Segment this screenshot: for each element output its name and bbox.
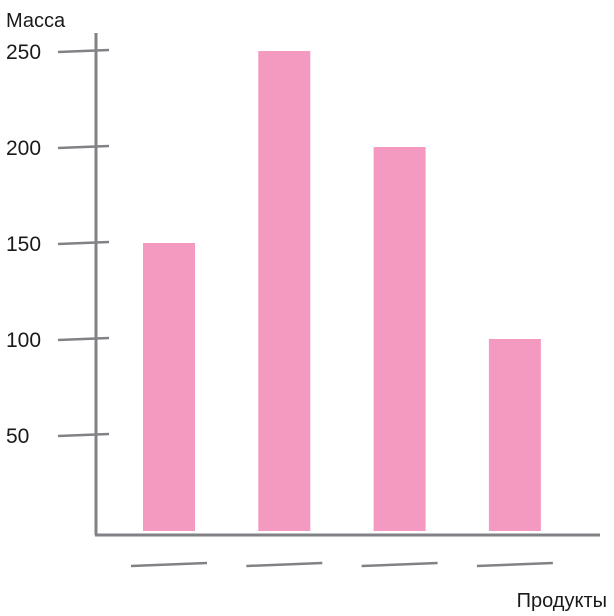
x-tick-1	[130, 561, 208, 568]
y-tick-label-150: 150	[6, 233, 41, 256]
y-ticks-layer: 50 100 150 200 250	[6, 41, 110, 448]
bar-1	[143, 243, 195, 531]
x-axis-label: Продукты	[517, 590, 607, 612]
y-tick-100	[57, 336, 110, 342]
y-tick-label-100: 100	[6, 329, 41, 352]
x-tick-2	[246, 561, 323, 568]
y-tick-label-200: 200	[6, 137, 41, 160]
axes-layer	[94, 33, 600, 537]
x-tick-4	[476, 561, 553, 568]
y-tick-label-50: 50	[6, 425, 29, 448]
bar-3	[373, 147, 426, 531]
y-axis-label: Масса	[6, 10, 66, 32]
y-tick-50	[57, 432, 110, 438]
bars-layer	[143, 51, 541, 531]
bar-4	[488, 339, 541, 531]
y-tick-200	[57, 144, 110, 150]
y-tick-150	[57, 240, 110, 246]
x-tick-3	[361, 561, 438, 568]
y-tick-label-250: 250	[6, 41, 41, 64]
bar-2	[258, 51, 311, 531]
x-ticks-layer	[130, 561, 553, 568]
y-tick-250	[57, 48, 110, 54]
